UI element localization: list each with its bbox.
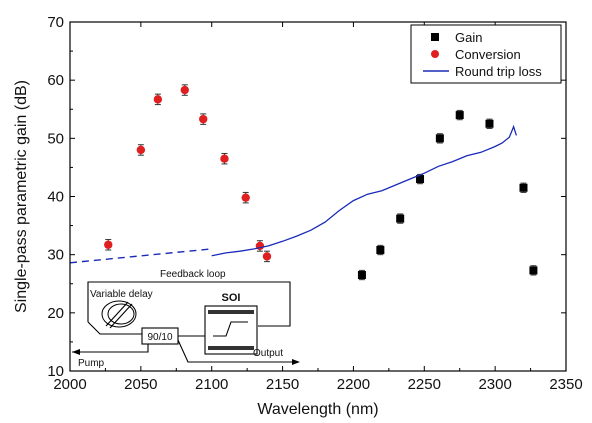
x-tick-label: 2250 xyxy=(408,376,441,393)
x-tick-label: 2050 xyxy=(124,376,157,393)
variable-delay-label: Variable delay xyxy=(90,289,153,300)
delay-coil-inner xyxy=(107,303,135,325)
delay-to-splitter-path xyxy=(87,321,142,335)
plot-area xyxy=(69,84,538,281)
delay-coil xyxy=(101,300,137,328)
y-tick-label: 70 xyxy=(47,14,64,31)
x-tick-label: 2200 xyxy=(337,376,370,393)
conversion-point xyxy=(104,240,113,249)
legend-label: Gain xyxy=(455,30,482,45)
output-arrow xyxy=(292,359,300,365)
x-tick-label: 2350 xyxy=(549,376,582,393)
legend-label: Round trip loss xyxy=(455,64,542,79)
y-tick-label: 50 xyxy=(47,130,64,147)
legend-label: Conversion xyxy=(455,47,521,62)
pump-arrow xyxy=(72,349,80,355)
y-tick-label: 30 xyxy=(47,247,64,264)
y-tick-label: 20 xyxy=(47,305,64,322)
delay-coil-strand xyxy=(109,303,133,329)
loss-dashed-line xyxy=(69,248,212,264)
legend: Gain Conversion Round trip loss xyxy=(410,24,562,84)
setup-inset-diagram: Feedback loop Variable delay 90/10 Pump SOI O… xyxy=(72,269,300,369)
chip-waveguide xyxy=(208,346,254,350)
conversion-point xyxy=(241,193,250,202)
x-axis-title: Wavelength (nm) xyxy=(257,401,378,418)
axes: 2000 2050 2100 2150 2200 2250 2300 2350 10 20 30 40… xyxy=(13,14,583,418)
x-tick-label: 2100 xyxy=(195,376,228,393)
output-label: Output xyxy=(253,348,283,359)
soi-label: SOI xyxy=(222,292,241,304)
gain-point xyxy=(357,271,366,280)
y-tick-label: 10 xyxy=(47,363,64,380)
gain-point xyxy=(396,214,405,223)
x-tick-label: 2000 xyxy=(53,376,86,393)
pump-label: Pump xyxy=(78,358,105,369)
legend-marker-conversion xyxy=(431,50,439,58)
gain-point xyxy=(416,175,425,184)
gain-point xyxy=(519,183,528,192)
y-axis-title: Single-pass parametric gain (dB) xyxy=(13,80,30,313)
pump-path xyxy=(72,344,149,353)
x-tick-label: 2300 xyxy=(478,376,511,393)
conversion-point xyxy=(180,85,189,95)
gain-point xyxy=(455,111,464,120)
y-tick-label: 60 xyxy=(47,72,64,89)
conversion-point xyxy=(262,252,272,261)
feedback-loop-label: Feedback loop xyxy=(160,269,226,280)
conversion-point xyxy=(199,114,208,124)
conversion-point xyxy=(153,95,163,104)
x-tick-label: 2150 xyxy=(266,376,299,393)
gain-point xyxy=(485,119,494,128)
output-path xyxy=(177,339,296,363)
conversion-point xyxy=(220,154,229,163)
gain-point xyxy=(435,134,444,143)
y-tick-label: 40 xyxy=(47,189,64,206)
chip-waveguide xyxy=(208,310,254,314)
gain-point xyxy=(376,246,385,255)
delay-coil-strand xyxy=(105,301,129,327)
gain-point xyxy=(529,266,538,275)
loss-line xyxy=(211,124,518,257)
legend-marker-gain xyxy=(431,33,439,41)
conversion-point xyxy=(136,145,146,155)
splitter-label: 90/10 xyxy=(147,332,172,343)
feedback-loop-path xyxy=(87,281,291,327)
chip-waveguide-s xyxy=(213,321,248,337)
